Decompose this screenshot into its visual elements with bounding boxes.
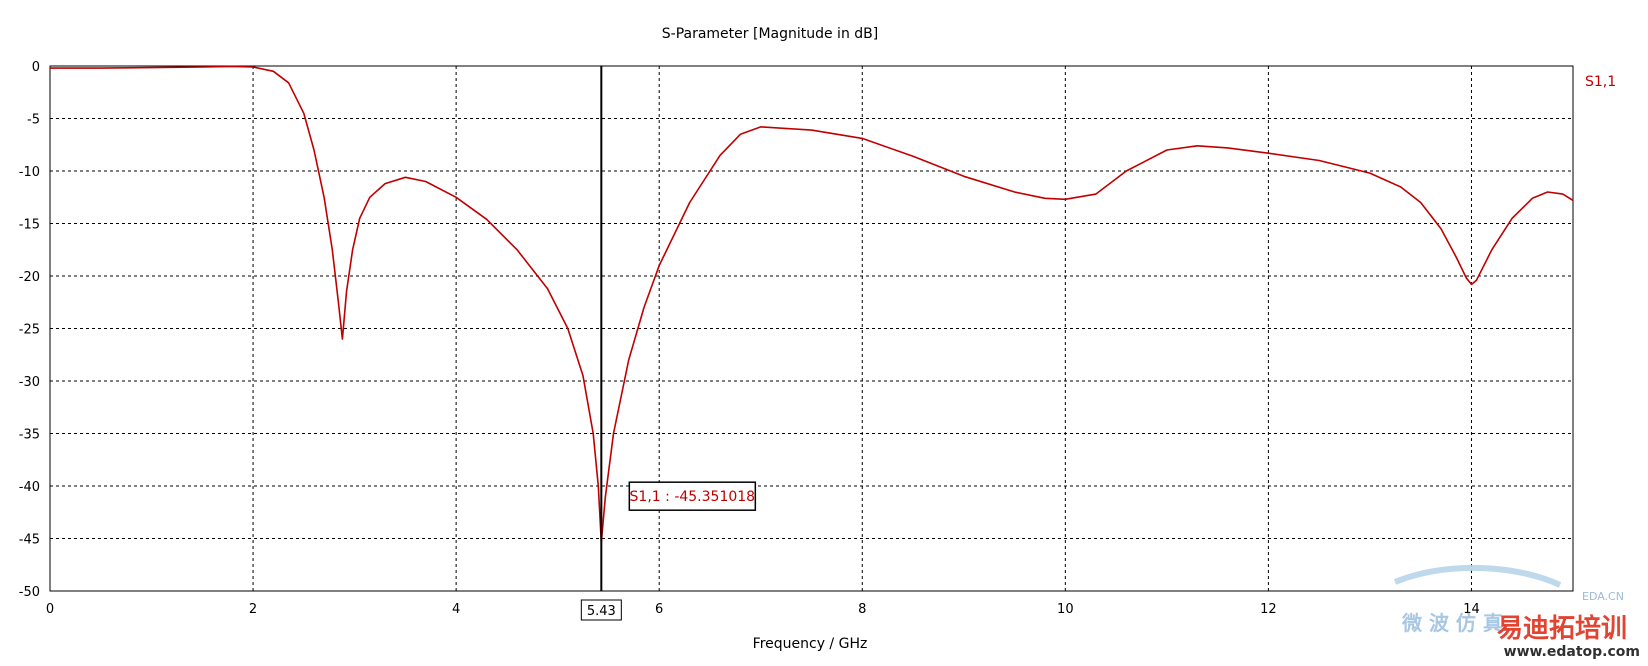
series-layer: [50, 65, 1574, 543]
legend-entry: S1,1: [1585, 74, 1616, 90]
x-tick-label: 0: [46, 602, 54, 617]
watermark-corner: EDA.CN: [1582, 590, 1624, 603]
legend: S1,1: [1585, 74, 1616, 90]
x-tick-label: 10: [1057, 602, 1074, 617]
y-tick-label: -15: [19, 218, 40, 233]
series-line-s11: [50, 65, 1574, 543]
y-tick-label: -25: [19, 323, 40, 338]
grid-lines: [50, 66, 1573, 591]
y-tick-label: -40: [19, 480, 40, 495]
plot-frame: [49, 65, 1574, 592]
y-tick-label: -45: [19, 533, 40, 548]
y-tick-label: -50: [19, 585, 40, 600]
watermark-site: www.edatop.com: [1504, 644, 1640, 660]
y-tick-label: -10: [19, 165, 40, 180]
chart-title: S-Parameter [Magnitude in dB]: [662, 26, 878, 42]
marker-callout-label: S1,1 : -45.351018: [630, 489, 756, 505]
y-tick-label: 0: [32, 60, 40, 75]
marker-layer: 5.43 S1,1 : -45.351018: [580, 66, 757, 621]
watermark-brand: 易迪拓培训: [1497, 614, 1627, 644]
y-tick-label: -5: [27, 113, 40, 128]
x-tick-label: 4: [452, 602, 460, 617]
y-tick-label: -20: [19, 270, 40, 285]
marker-x-label: 5.43: [587, 604, 616, 619]
marker-callout-box: [628, 481, 757, 511]
x-tick-label: 6: [655, 602, 663, 617]
x-tick-label: 2: [249, 602, 257, 617]
watermark-swoosh: [1393, 564, 1562, 588]
x-tick-label: 12: [1260, 602, 1277, 617]
y-tick-label: -30: [19, 375, 40, 390]
x-tick-label: 8: [858, 602, 866, 617]
watermark-line1: 微 波 仿 真: [1401, 611, 1503, 635]
x-axis-title: Frequency / GHz: [753, 636, 868, 652]
y-tick-label: -35: [19, 428, 40, 443]
tick-labels: 0 2 4 6 8 10 12 14 0 -5 -10 -15 -20 -25 -30 -35 -40 -45 -5…: [19, 60, 1480, 617]
marker-x-box: [580, 599, 622, 621]
x-tick-label: 14: [1463, 602, 1480, 617]
